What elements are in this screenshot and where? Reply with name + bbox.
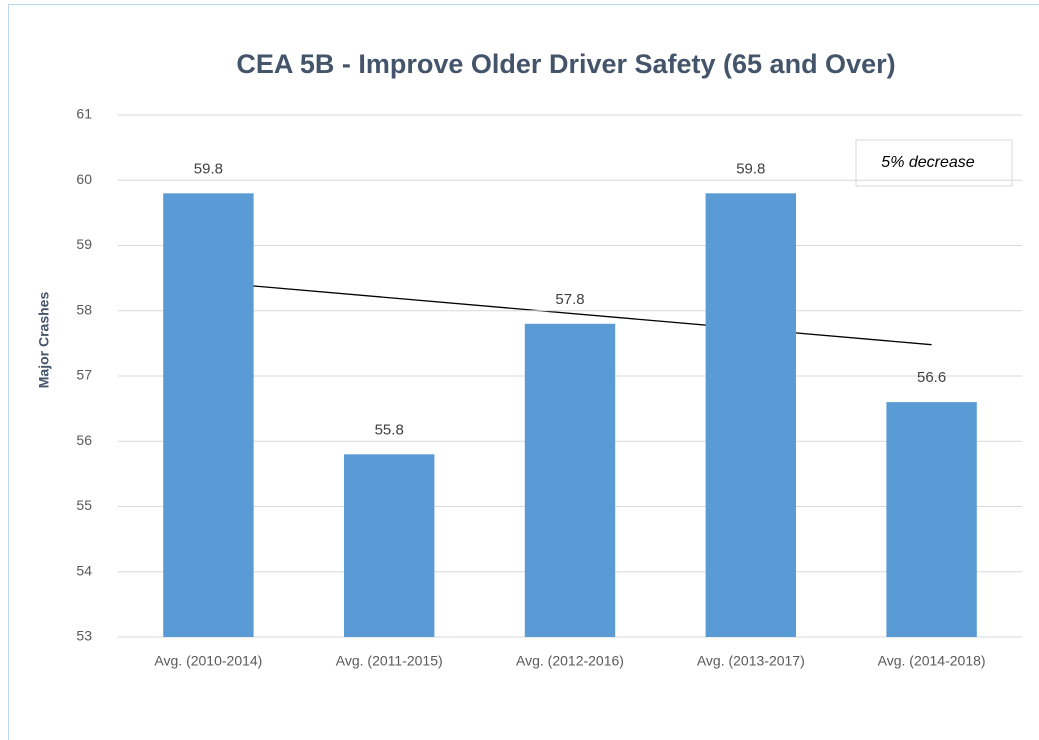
y-tick-label: 59 [76, 236, 92, 252]
y-tick-label: 58 [76, 301, 92, 317]
y-tick-label: 57 [76, 367, 92, 383]
x-tick-label: Avg. (2013-2017) [697, 653, 805, 669]
y-tick-label: 56 [76, 432, 92, 448]
data-label: 56.6 [917, 369, 946, 386]
y-axis-label: Major Crashes [36, 292, 52, 389]
annotation-box [855, 139, 1013, 187]
bar [705, 193, 796, 638]
x-tick-label: Avg. (2010-2014) [154, 653, 262, 669]
x-tick-label: Avg. (2011-2015) [336, 653, 443, 669]
y-tick-label: 54 [76, 562, 92, 578]
x-tick-label: Avg. (2014-2018) [878, 653, 986, 669]
bar [163, 193, 254, 638]
y-tick-label: 55 [76, 497, 92, 513]
data-label: 59.8 [736, 160, 765, 177]
annotation: 5% decrease [881, 154, 974, 171]
trend-line [208, 281, 932, 346]
chart-title: CEA 5B - Improve Older Driver Safety (65… [236, 49, 895, 79]
y-tick-label: 60 [76, 171, 92, 187]
data-label: 55.8 [375, 421, 404, 438]
bar [344, 454, 435, 637]
y-tick-label: 61 [76, 106, 92, 122]
bar [524, 323, 616, 637]
data-label: 59.8 [194, 160, 223, 177]
data-label: 57.8 [555, 291, 584, 308]
y-tick-label: 53 [76, 628, 92, 644]
chart-border [8, 4, 1039, 740]
x-tick-label: Avg. (2012-2016) [516, 653, 624, 669]
bar [886, 402, 977, 637]
